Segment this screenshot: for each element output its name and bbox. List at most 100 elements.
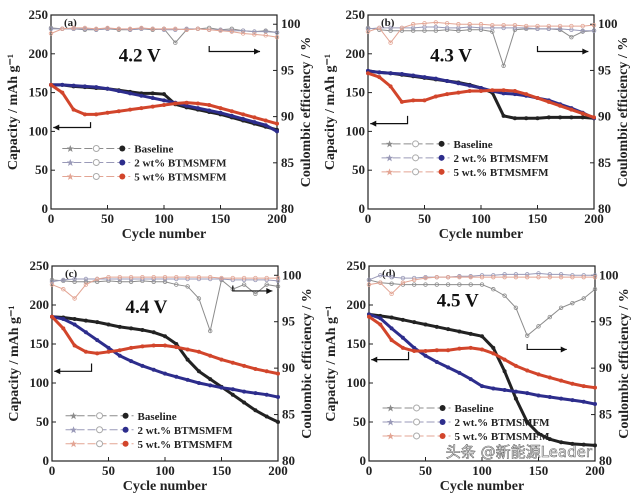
capacity-series-0-point bbox=[253, 408, 258, 413]
capacity-series-0-point bbox=[525, 420, 530, 424]
capacity-series-1-point bbox=[536, 393, 541, 398]
circle-marker-icon bbox=[412, 168, 420, 176]
ce-series-2-point bbox=[93, 26, 99, 32]
filled-marker-icon bbox=[438, 154, 445, 161]
y-tick-label: 200 bbox=[347, 297, 367, 312]
capacity-series-1-point bbox=[570, 398, 575, 403]
ce-series-0-point bbox=[72, 279, 77, 284]
ce-series-1-point bbox=[61, 277, 66, 283]
ce-series-2-point bbox=[173, 26, 178, 32]
capacity-series-2-point bbox=[480, 347, 484, 352]
ce-series-2-point bbox=[591, 22, 597, 28]
ce-series-0-point bbox=[592, 287, 598, 292]
x-tick-label: 100 bbox=[154, 211, 174, 226]
capacity-series-1-point bbox=[139, 93, 144, 98]
ce-series-0-point bbox=[536, 324, 541, 329]
capacity-series-1-point bbox=[106, 345, 111, 350]
legend-label: 2 wt.% BTMSMFM bbox=[455, 417, 551, 429]
filled-marker-icon bbox=[439, 432, 446, 439]
capacity-series-2-point bbox=[468, 345, 473, 350]
capacity-series-1-point bbox=[252, 120, 257, 125]
ce-series-1-point bbox=[378, 273, 383, 278]
capacity-series-1-point bbox=[174, 374, 179, 379]
y2-axis-label: Coulombic efficiency / % bbox=[299, 37, 314, 187]
ce-series-2-point bbox=[139, 25, 144, 31]
ce-series-2-point bbox=[445, 274, 451, 280]
y2-tick-label: 95 bbox=[281, 62, 295, 77]
capacity-series-1-point bbox=[501, 91, 506, 96]
capacity-series-2-point bbox=[275, 121, 279, 126]
arrow-to-capacity-axis-head bbox=[54, 368, 61, 375]
y2-tick-label: 100 bbox=[599, 267, 619, 282]
ce-series-2-point bbox=[150, 26, 155, 32]
circle-marker-icon bbox=[96, 440, 104, 448]
ce-series-2-point bbox=[48, 31, 54, 36]
ce-series-2-point bbox=[275, 275, 281, 281]
capacity-series-1-point bbox=[219, 385, 224, 390]
capacity-series-2-point bbox=[116, 109, 121, 114]
legend-entry: 2 wt.% BTMSMFM bbox=[382, 417, 551, 429]
y2-tick-label: 80 bbox=[282, 453, 295, 468]
capacity-series-1-point bbox=[389, 326, 394, 331]
ce-series-2-point bbox=[240, 31, 246, 36]
legend-entry: Baseline bbox=[382, 403, 494, 415]
capacity-series-0-point bbox=[593, 443, 597, 448]
capacity-series-2-point bbox=[399, 99, 404, 104]
ce-series-2-point bbox=[456, 22, 461, 27]
capacity-series-0-point bbox=[106, 322, 111, 327]
capacity-series-2-point bbox=[389, 338, 394, 343]
legend-entry: 5 wt.% BTMSMFM bbox=[65, 439, 233, 451]
capacity-series-1-point bbox=[82, 84, 87, 89]
legend-label: Baseline bbox=[454, 139, 493, 151]
capacity-series-2-point bbox=[163, 343, 167, 348]
capacity-series-2-point bbox=[512, 89, 517, 94]
y2-tick-label: 85 bbox=[282, 407, 296, 422]
x-tick-label: 0 bbox=[365, 211, 372, 226]
capacity-series-2-point bbox=[139, 106, 144, 111]
capacity-series-1-point bbox=[229, 113, 234, 118]
x-tick-label: 150 bbox=[528, 211, 548, 226]
ce-series-0-point bbox=[241, 282, 247, 287]
legend-entry: Baseline bbox=[65, 411, 177, 423]
ce-series-1-point bbox=[48, 26, 54, 32]
capacity-series-1-point bbox=[457, 370, 462, 375]
capacity-series-2-point bbox=[434, 348, 439, 353]
capacity-series-0-point bbox=[208, 377, 213, 382]
capacity-series-1-point bbox=[184, 103, 189, 108]
capacity-series-0-point bbox=[185, 357, 190, 362]
x-axis-label: Cycle number bbox=[122, 227, 206, 242]
capacity-series-1-point bbox=[399, 71, 404, 76]
star-marker-icon bbox=[386, 168, 394, 176]
panel-a: 0 50 100 150 20005010015020025080859095100Cy… bbox=[6, 7, 314, 242]
ce-series-1-point bbox=[591, 28, 597, 33]
capacity-series-1-point bbox=[456, 81, 461, 86]
y2-tick-label: 90 bbox=[282, 360, 295, 375]
capacity-series-2-point bbox=[253, 366, 258, 371]
ce-series-2-point bbox=[49, 282, 55, 287]
capacity-series-2-point bbox=[491, 351, 496, 356]
plot-frame bbox=[367, 14, 595, 210]
ce-series-2-point bbox=[388, 40, 393, 45]
capacity-series-2-point bbox=[525, 368, 530, 373]
ce-series-2-line bbox=[50, 27, 278, 38]
voltage-annotation: 4.5 V bbox=[437, 291, 479, 312]
ce-series-2-point bbox=[105, 25, 110, 31]
capacity-series-0-point bbox=[162, 92, 166, 97]
ce-series-2-line bbox=[367, 21, 595, 44]
capacity-series-0-point bbox=[95, 320, 100, 325]
capacity-series-1-point bbox=[422, 75, 427, 80]
ce-series-2-point bbox=[206, 27, 212, 32]
capacity-series-1-point bbox=[512, 92, 517, 97]
ce-series-2-point bbox=[161, 26, 167, 32]
capacity-series-2-point bbox=[207, 103, 212, 108]
ce-series-0-point bbox=[456, 28, 461, 33]
capacity-series-2-point bbox=[49, 82, 53, 87]
capacity-series-2-point bbox=[218, 106, 223, 111]
capacity-series-1-point bbox=[434, 359, 439, 364]
capacity-series-0-point bbox=[264, 414, 269, 419]
ce-series-2-point bbox=[185, 274, 190, 280]
capacity-series-2-point bbox=[423, 349, 428, 354]
x-tick-label: 100 bbox=[155, 463, 175, 478]
y-tick-label: 100 bbox=[346, 123, 366, 138]
arrow-to-ce-axis-head bbox=[560, 346, 567, 353]
